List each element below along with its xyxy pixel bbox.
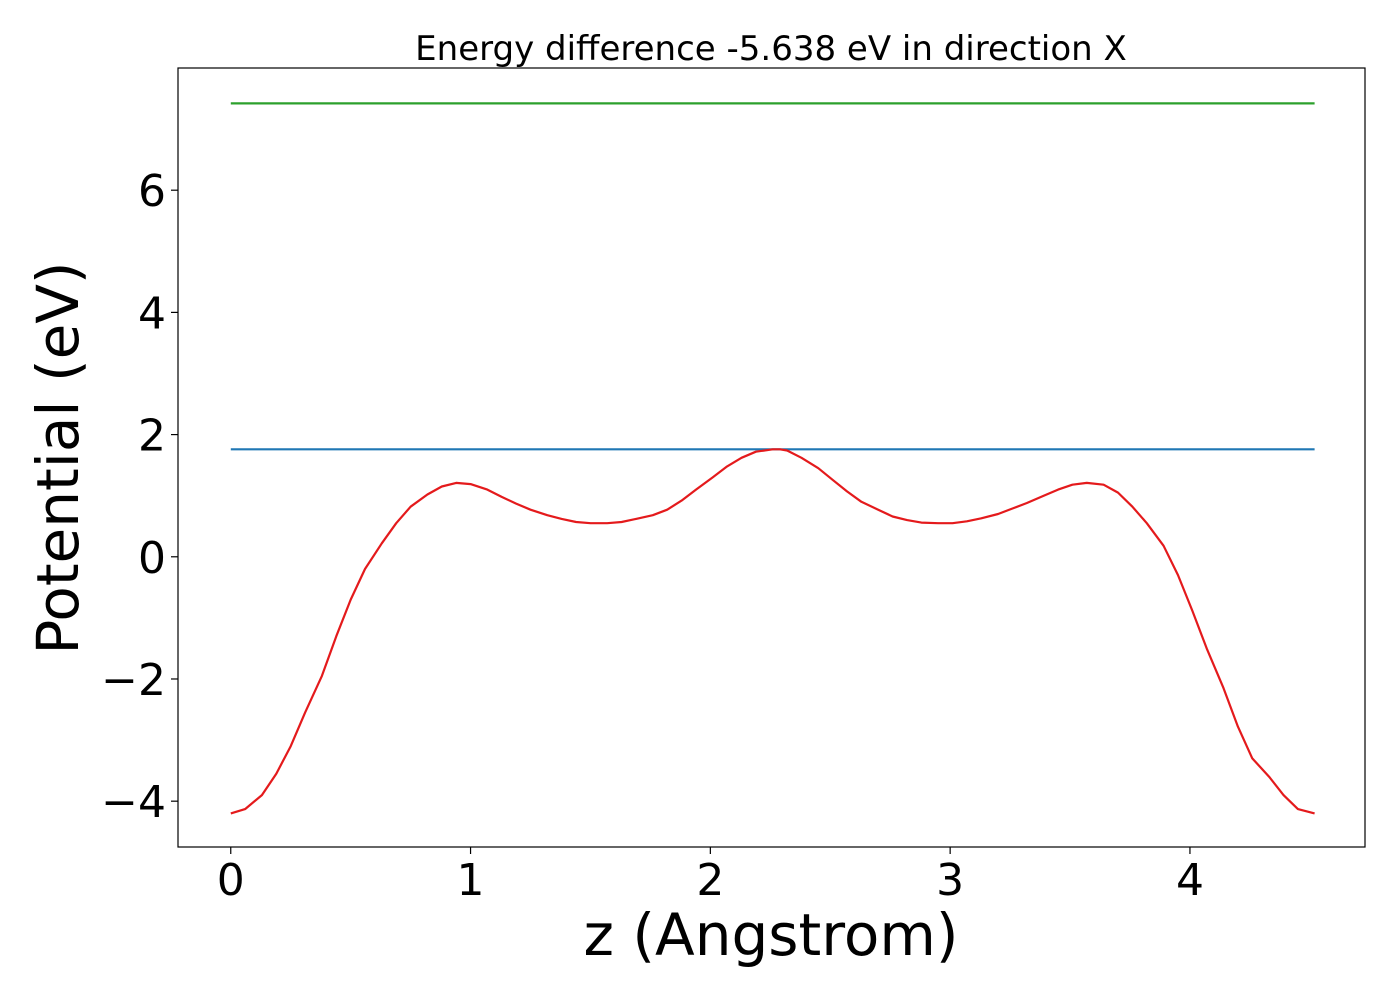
plot-frame	[177, 67, 1366, 848]
y-tick-label: 2	[138, 411, 166, 462]
x-tick-label: 0	[217, 855, 245, 906]
x-tick-label: 4	[1176, 855, 1204, 906]
x-tick-label: 1	[457, 855, 485, 906]
y-tick-label: 0	[138, 533, 166, 584]
y-tick-label: 6	[138, 166, 166, 217]
chart-title: Energy difference -5.638 eV in direction…	[415, 29, 1127, 69]
x-tick-label: 2	[696, 855, 724, 906]
y-tick-label: −2	[101, 655, 166, 706]
series-layer	[230, 102, 1315, 815]
y-tick-label: −4	[101, 777, 166, 828]
series-line-2	[230, 448, 1315, 815]
x-axis: 0 1 2 3 4	[217, 847, 1204, 906]
x-axis-label: z (Angstrom)	[584, 901, 959, 969]
y-axis: −4 −2 0 2 4 6	[101, 166, 178, 828]
x-tick-label: 3	[936, 855, 964, 906]
y-tick-label: 4	[138, 288, 166, 339]
y-axis-label: Potential (eV)	[24, 261, 92, 654]
